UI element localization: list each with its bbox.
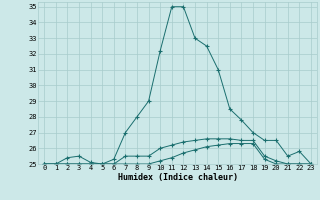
X-axis label: Humidex (Indice chaleur): Humidex (Indice chaleur) <box>118 173 238 182</box>
